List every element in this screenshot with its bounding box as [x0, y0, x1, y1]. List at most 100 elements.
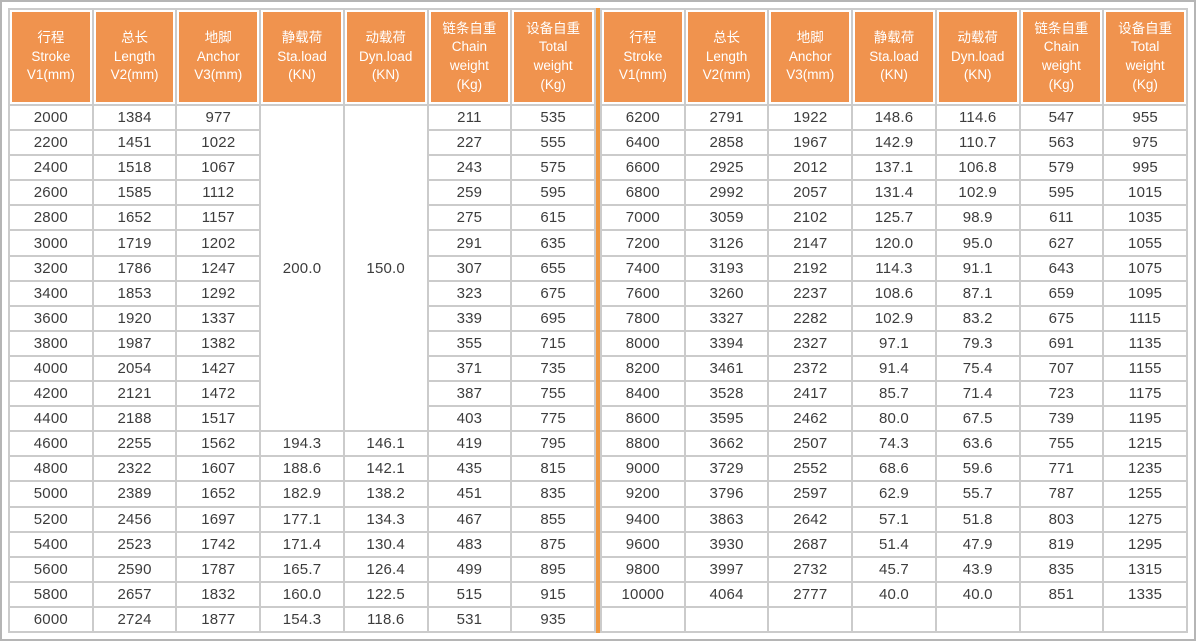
column-header: 行程 Stroke V1(mm) — [10, 10, 92, 104]
table-cell: 715 — [512, 331, 594, 355]
table-cell: 211 — [428, 106, 511, 130]
table-cell: 547 — [1020, 106, 1103, 130]
table-cell: 1384 — [93, 106, 176, 130]
table-cell: 707 — [1020, 356, 1103, 381]
column-header: 链条自重 Chain weight (Kg) — [1020, 10, 1103, 104]
table-cell: 188.6 — [261, 457, 343, 481]
table-cell: 1295 — [1104, 532, 1186, 556]
table-cell: 655 — [512, 256, 594, 280]
table-cell: 74.3 — [853, 432, 935, 456]
table-cell: 3800 — [10, 331, 92, 355]
table-cell: 9800 — [602, 557, 684, 581]
table-cell: 3200 — [10, 256, 92, 280]
table-cell: 787 — [1020, 482, 1103, 506]
table-cell: 8800 — [602, 432, 684, 456]
table-cell: 4600 — [10, 432, 92, 456]
table-cell: 9000 — [602, 457, 684, 481]
table-cell: 6000 — [10, 607, 92, 631]
table-cell: 2523 — [93, 532, 176, 556]
column-header: 动载荷 Dyn.load (KN) — [936, 10, 1019, 104]
table-cell — [936, 607, 1019, 631]
column-header: 设备自重 Total weight (Kg) — [512, 10, 594, 104]
table-cell: 57.1 — [853, 507, 935, 531]
table-cell: 3193 — [685, 256, 768, 280]
table-cell: 7600 — [602, 281, 684, 305]
merged-load-cell: 150.0 — [344, 106, 427, 431]
table-cell: 1202 — [177, 231, 260, 255]
table-cell: 1472 — [177, 382, 260, 406]
table-cell: 1451 — [93, 131, 176, 155]
table-cell: 975 — [1104, 131, 1186, 155]
table-cell: 2200 — [10, 131, 92, 155]
table-cell: 3126 — [685, 231, 768, 255]
column-header: 地脚 Anchor V3(mm) — [177, 10, 260, 104]
table-cell: 91.1 — [936, 256, 1019, 280]
table-cell: 977 — [177, 106, 260, 130]
table-cell: 40.0 — [936, 582, 1019, 606]
table-cell: 43.9 — [936, 557, 1019, 581]
table-cell: 2456 — [93, 507, 176, 531]
table-cell — [1104, 607, 1186, 631]
table-cell: 3260 — [685, 281, 768, 305]
table-cell — [1020, 607, 1103, 631]
table-cell: 1075 — [1104, 256, 1186, 280]
table-cell: 1382 — [177, 331, 260, 355]
table-cell: 1175 — [1104, 382, 1186, 406]
table-cell: 3796 — [685, 482, 768, 506]
table-cell: 2327 — [769, 331, 852, 355]
table-cell: 131.4 — [853, 181, 935, 205]
table-cell: 915 — [512, 582, 594, 606]
table-cell: 122.5 — [344, 582, 427, 606]
table-cell: 1255 — [1104, 482, 1186, 506]
table-cell: 108.6 — [853, 281, 935, 305]
table-cell: 4200 — [10, 382, 92, 406]
table-cell: 2600 — [10, 181, 92, 205]
table-cell: 555 — [512, 131, 594, 155]
table-cell: 1235 — [1104, 457, 1186, 481]
table-cell: 1786 — [93, 256, 176, 280]
table-cell: 2732 — [769, 557, 852, 581]
table-cell: 2777 — [769, 582, 852, 606]
table-cell: 1112 — [177, 181, 260, 205]
table-cell: 895 — [512, 557, 594, 581]
table-cell: 75.4 — [936, 356, 1019, 381]
table-cell: 1292 — [177, 281, 260, 305]
table-cell: 1697 — [177, 507, 260, 531]
table-cell: 723 — [1020, 382, 1103, 406]
table-cell: 531 — [428, 607, 511, 631]
table-cell: 635 — [512, 231, 594, 255]
table-left-half: 行程 Stroke V1(mm) 总长 Length V2(mm) 地脚 Ancho… — [8, 8, 596, 633]
table-cell: 595 — [1020, 181, 1103, 205]
table-cell: 291 — [428, 231, 511, 255]
table-cell: 451 — [428, 482, 511, 506]
table-cell: 851 — [1020, 582, 1103, 606]
table-cell: 1135 — [1104, 331, 1186, 355]
table-cell: 8600 — [602, 407, 684, 431]
table-cell: 6400 — [602, 131, 684, 155]
column-header: 行程 Stroke V1(mm) — [602, 10, 684, 104]
table-cell: 9600 — [602, 532, 684, 556]
table-cell: 2057 — [769, 181, 852, 205]
column-header: 总长 Length V2(mm) — [685, 10, 768, 104]
table-cell: 3400 — [10, 281, 92, 305]
table-cell: 419 — [428, 432, 511, 456]
table-cell: 735 — [512, 356, 594, 381]
table-cell: 2372 — [769, 356, 852, 381]
table-cell: 2800 — [10, 206, 92, 230]
table-cell: 1920 — [93, 306, 176, 330]
table-cell: 63.6 — [936, 432, 1019, 456]
table-cell: 1877 — [177, 607, 260, 631]
table-cell: 1195 — [1104, 407, 1186, 431]
table-cell: 575 — [512, 156, 594, 180]
table-cell: 137.1 — [853, 156, 935, 180]
table-cell: 307 — [428, 256, 511, 280]
column-header: 设备自重 Total weight (Kg) — [1104, 10, 1186, 104]
table-cell: 3528 — [685, 382, 768, 406]
table-cell: 68.6 — [853, 457, 935, 481]
table-cell: 1155 — [1104, 356, 1186, 381]
table-cell: 1562 — [177, 432, 260, 456]
column-header: 链条自重 Chain weight (Kg) — [428, 10, 511, 104]
table-cell: 627 — [1020, 231, 1103, 255]
table-cell: 4400 — [10, 407, 92, 431]
table-cell: 87.1 — [936, 281, 1019, 305]
